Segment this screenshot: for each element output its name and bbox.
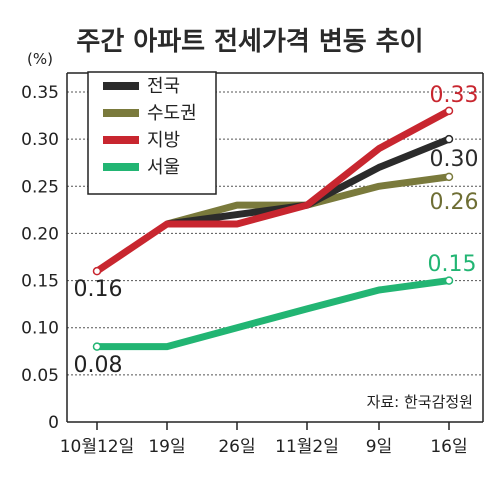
source-note: 자료: 한국감정원 (367, 393, 473, 411)
y-tick-label: 0.30 (21, 130, 59, 150)
series-line-2 (95, 107, 451, 275)
legend-label: 수도권 (147, 103, 197, 124)
data-label: 0.16 (74, 277, 123, 302)
x-tick-label: 26일 (218, 437, 255, 457)
y-axis-unit: (%) (27, 50, 53, 68)
endpoint-marker (444, 172, 454, 182)
x-tick-labels: 10월12일 19일 26일 11월2일 9일 16일 (60, 422, 468, 457)
x-tick-label: 9일 (366, 437, 392, 457)
data-label: 0.15 (428, 252, 477, 277)
endpoint-marker (444, 276, 454, 285)
x-tick-label: 11월2일 (275, 437, 339, 457)
y-tick-label: 0.15 (21, 272, 59, 292)
endpoint-marker (444, 134, 454, 144)
data-labels: 0.30 0.26 0.33 0.16 0.15 0.08 (74, 83, 479, 378)
y-tick-label: 0.10 (21, 319, 59, 339)
legend-label: 지방 (147, 130, 180, 151)
chart-title: 주간 아파트 전세가격 변동 추이 (76, 27, 423, 57)
legend-label: 서울 (147, 157, 180, 178)
y-tick-label: 0.25 (21, 177, 59, 197)
legend-swatch (103, 82, 139, 90)
legend-swatch (103, 136, 139, 144)
y-tick-label: 0 (48, 413, 59, 433)
y-tick-label: 0.05 (21, 366, 59, 386)
data-label: 0.08 (74, 353, 123, 378)
y-tick-label: 0.20 (21, 224, 59, 244)
legend-swatch (103, 163, 139, 171)
y-tick-label: 0.35 (21, 83, 59, 103)
x-tick-label: 16일 (430, 437, 467, 457)
data-label: 0.33 (430, 83, 479, 108)
x-tick-label: 19일 (148, 437, 185, 457)
x-tick-label: 10월12일 (60, 437, 135, 457)
legend-box (87, 71, 217, 195)
endpoint-marker (92, 342, 102, 351)
endpoint-marker (92, 266, 102, 276)
series-lines (95, 107, 451, 351)
data-label: 0.30 (430, 147, 479, 172)
data-label: 0.26 (430, 190, 479, 215)
y-tick-labels: 0 0.05 0.10 0.15 0.20 0.25 0.30 0.35 (21, 83, 59, 433)
legend-swatch (103, 109, 139, 117)
series-markers (92, 106, 454, 351)
legend-label: 전국 (147, 76, 180, 97)
endpoint-marker (444, 106, 454, 116)
series-line-3 (97, 277, 450, 351)
